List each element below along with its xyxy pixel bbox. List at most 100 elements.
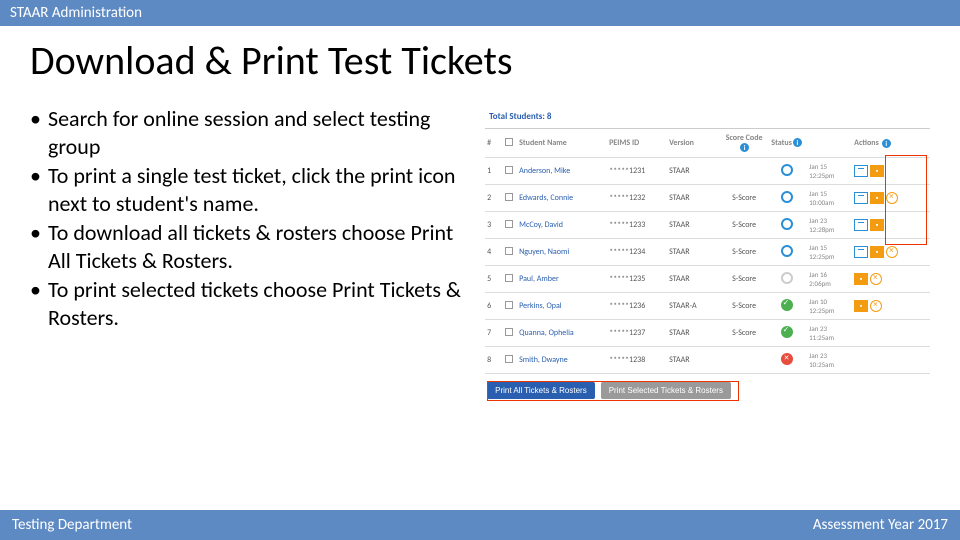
score-code: S-Score	[724, 247, 764, 257]
info-icon[interactable]: i	[882, 139, 891, 148]
row-checkbox[interactable]	[505, 166, 513, 174]
row-checkbox[interactable]	[505, 301, 513, 309]
version: STAAR-A	[669, 301, 724, 311]
date-cell: Jan 2311:25am	[809, 324, 854, 342]
info-icon[interactable]: i	[740, 143, 749, 152]
status-cell	[764, 191, 809, 206]
button-row: Print All Tickets & Rosters Print Select…	[485, 374, 930, 401]
delete-icon[interactable]	[870, 300, 882, 312]
row-num: 6	[487, 301, 505, 311]
student-name-link[interactable]: Edwards, Connie	[519, 193, 609, 203]
row-checkbox[interactable]	[505, 193, 513, 201]
row-checkbox[interactable]	[505, 274, 513, 282]
student-name-link[interactable]: Perkins, Opal	[519, 301, 609, 311]
bullet-2: To print a single test ticket, click the…	[30, 162, 465, 217]
version: STAAR	[669, 220, 724, 230]
date-cell: Jan 2312:28pm	[809, 216, 854, 234]
date-cell: Jan 2310:25am	[809, 351, 854, 369]
score-code: S-Score	[724, 328, 764, 338]
version: STAAR	[669, 193, 724, 203]
status-icon	[781, 353, 793, 365]
col-check[interactable]	[505, 138, 519, 149]
status-cell	[764, 218, 809, 233]
edit-icon[interactable]: ▪	[870, 219, 884, 231]
status-icon	[781, 245, 793, 257]
bullet-1: Search for online session and select tes…	[30, 105, 465, 160]
student-name-link[interactable]: Paul, Amber	[519, 274, 609, 284]
status-cell	[764, 245, 809, 260]
delete-icon[interactable]	[886, 246, 898, 258]
peims-id: *****1235	[609, 274, 669, 284]
total-students: Total Students: 8	[485, 105, 930, 129]
top-bar: STAAR Administration	[0, 0, 960, 26]
total-value: 8	[547, 111, 552, 122]
row-num: 8	[487, 355, 505, 365]
footer-right: Assessment Year 2017	[813, 516, 948, 534]
peims-id: *****1231	[609, 166, 669, 176]
col-score: Score Codei	[724, 133, 764, 153]
status-cell	[764, 326, 809, 341]
highlight-actions-box	[885, 155, 927, 245]
peims-id: *****1238	[609, 355, 669, 365]
status-icon	[781, 191, 793, 203]
score-code: S-Score	[724, 220, 764, 230]
table-row: 8Smith, Dwayne*****1238STAARJan 2310:25a…	[485, 347, 930, 374]
row-num: 7	[487, 328, 505, 338]
student-name-link[interactable]: Nguyen, Naomi	[519, 247, 609, 257]
status-icon	[781, 164, 793, 176]
student-name-link[interactable]: Smith, Dwayne	[519, 355, 609, 365]
status-icon	[781, 326, 793, 338]
row-checkbox[interactable]	[505, 247, 513, 255]
print-icon[interactable]	[854, 165, 868, 177]
edit-icon[interactable]: ▪	[854, 300, 868, 312]
print-icon[interactable]	[854, 219, 868, 231]
table-row: 5Paul, Amber*****1235STAARS-ScoreJan 162…	[485, 266, 930, 293]
table-row: 6Perkins, Opal*****1236STAAR-AS-ScoreJan…	[485, 293, 930, 320]
table-header: # Student Name PEIMS ID Version Score Co…	[485, 129, 930, 158]
edit-icon[interactable]: ▪	[870, 165, 884, 177]
col-status: Statusi	[764, 138, 809, 148]
row-num: 2	[487, 193, 505, 203]
instructions: Search for online session and select tes…	[30, 105, 465, 401]
score-code: S-Score	[724, 193, 764, 203]
info-icon[interactable]: i	[793, 138, 802, 147]
student-name-link[interactable]: Anderson, Mike	[519, 166, 609, 176]
edit-icon[interactable]: ▪	[854, 273, 868, 285]
highlight-buttons-box	[487, 381, 739, 401]
edit-icon[interactable]: ▪	[870, 192, 884, 204]
checkbox-all[interactable]	[505, 138, 513, 146]
col-peims: PEIMS ID	[609, 138, 669, 148]
table-row: 3McCoy, David*****1233STAARS-ScoreJan 23…	[485, 212, 930, 239]
date-cell: Jan 1012:25pm	[809, 297, 854, 315]
print-icon[interactable]	[854, 246, 868, 258]
row-checkbox[interactable]	[505, 328, 513, 336]
content-area: Search for online session and select tes…	[0, 105, 960, 401]
footer-bar: Testing Department Assessment Year 2017	[0, 510, 960, 540]
status-icon	[781, 299, 793, 311]
status-icon	[781, 218, 793, 230]
edit-icon[interactable]: ▪	[870, 246, 884, 258]
peims-id: *****1232	[609, 193, 669, 203]
row-num: 5	[487, 274, 505, 284]
date-cell: Jan 1512:25pm	[809, 162, 854, 180]
row-num: 3	[487, 220, 505, 230]
total-label: Total Students:	[489, 111, 545, 122]
version: STAAR	[669, 328, 724, 338]
actions-cell: ▪	[854, 246, 914, 258]
status-cell	[764, 299, 809, 314]
score-code: S-Score	[724, 301, 764, 311]
version: STAAR	[669, 166, 724, 176]
table-row: 4Nguyen, Naomi*****1234STAARS-ScoreJan 1…	[485, 239, 930, 266]
student-name-link[interactable]: Quanna, Ophelia	[519, 328, 609, 338]
peims-id: *****1237	[609, 328, 669, 338]
bullet-4: To print selected tickets choose Print T…	[30, 276, 465, 331]
row-checkbox[interactable]	[505, 220, 513, 228]
print-icon[interactable]	[854, 192, 868, 204]
delete-icon[interactable]	[870, 273, 882, 285]
student-name-link[interactable]: McCoy, David	[519, 220, 609, 230]
page-title: Download & Print Test Tickets	[0, 26, 960, 105]
status-icon	[781, 272, 793, 284]
row-checkbox[interactable]	[505, 355, 513, 363]
status-cell	[764, 353, 809, 368]
col-name: Student Name	[519, 138, 609, 148]
